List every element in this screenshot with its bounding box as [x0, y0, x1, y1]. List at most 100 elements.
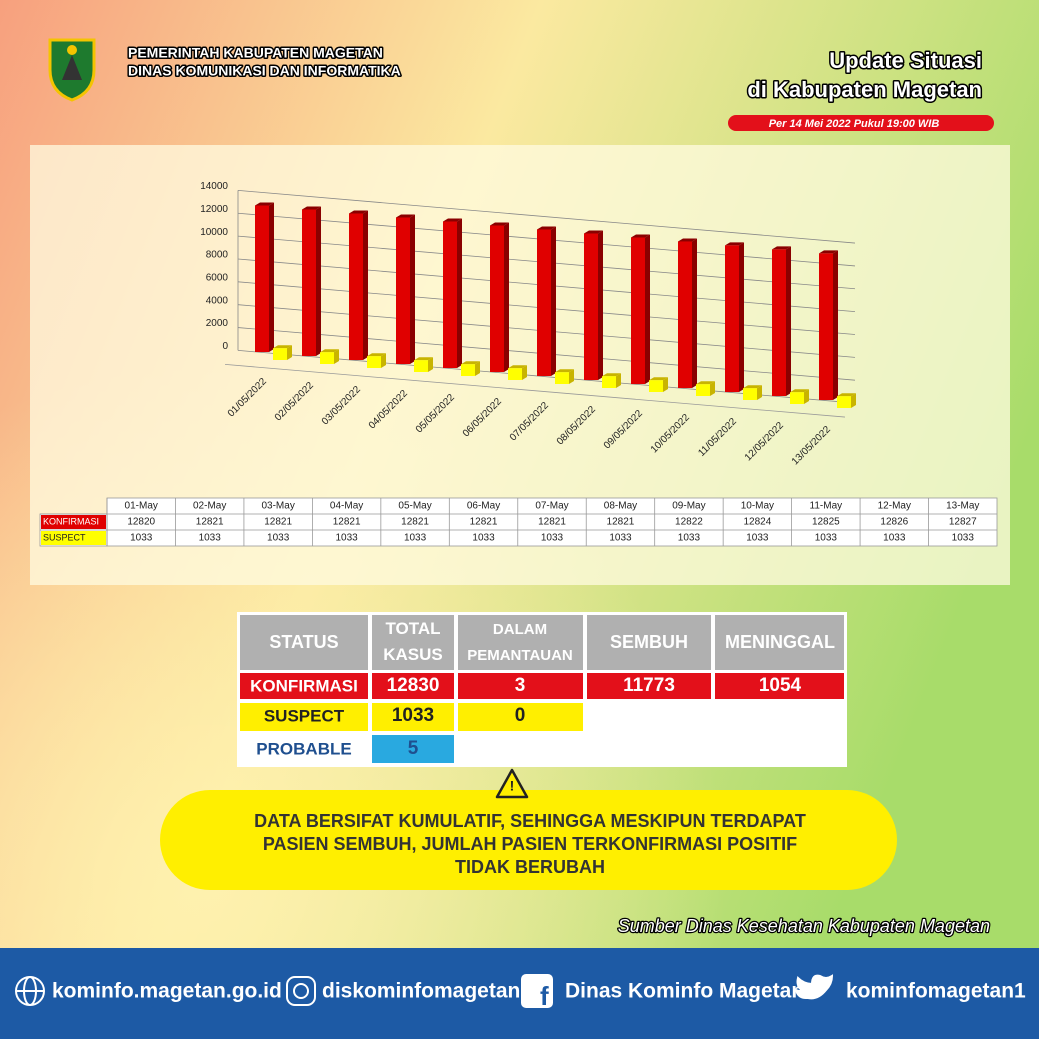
y-tick-label: 6000	[206, 272, 229, 283]
cell	[458, 673, 583, 699]
table-cell: 1033	[952, 533, 975, 544]
warning-text: DATA BERSIFAT KUMULATIF, SEHINGGA MESKIP…	[254, 811, 806, 831]
cell	[587, 673, 711, 699]
bar	[461, 364, 475, 376]
bar-group	[443, 218, 462, 368]
table-header: 02-May	[193, 501, 226, 512]
table-cell: 1033	[541, 533, 564, 544]
bar	[443, 221, 457, 368]
warning-icon	[495, 768, 529, 799]
cell-text: 5	[408, 738, 419, 759]
bar	[649, 380, 663, 392]
date: Per 14 Mei 2022 Pukul 19:00 WIB	[769, 118, 940, 130]
bar	[678, 241, 692, 388]
cell-text: 3	[515, 675, 526, 696]
bar-top	[837, 393, 856, 397]
cell	[240, 673, 368, 699]
table-cell: 12826	[880, 517, 908, 528]
table-cell: 1033	[883, 533, 906, 544]
cell	[240, 703, 368, 731]
bar	[508, 368, 522, 380]
y-tick-label: 8000	[206, 250, 229, 261]
bar-group	[772, 246, 791, 396]
cell-text: 1054	[759, 675, 802, 696]
date-pill	[728, 115, 994, 131]
bar	[537, 229, 551, 376]
header-cell	[715, 615, 844, 670]
table-cell: 12824	[743, 517, 771, 528]
bar-side	[334, 349, 339, 364]
row-label: SUSPECT	[43, 532, 86, 542]
axis-line	[224, 364, 846, 418]
table-cell: 12821	[607, 517, 635, 528]
table-header: 03-May	[261, 501, 294, 512]
header-text: KASUS	[383, 645, 443, 664]
bar-top	[555, 369, 574, 373]
header-text: STATUS	[269, 632, 338, 652]
table-cell: 1033	[404, 533, 427, 544]
bar	[273, 348, 287, 360]
bar-side	[363, 210, 368, 360]
bar-side	[710, 381, 715, 396]
header-text: PEMANTAUAN	[467, 647, 573, 664]
bar-top	[443, 218, 462, 222]
title: di Kabupaten Magetan	[747, 77, 982, 102]
bar-group	[678, 238, 697, 388]
warning-box	[160, 790, 897, 890]
bar	[255, 205, 269, 352]
table-cell: 12821	[538, 517, 566, 528]
cell	[372, 673, 454, 699]
bar-top	[461, 361, 480, 365]
table-cell: 1033	[267, 533, 290, 544]
table-cell: 12825	[812, 517, 840, 528]
header-cell	[458, 615, 583, 670]
legend-swatch	[41, 531, 106, 545]
cell	[372, 735, 454, 763]
warning-text: PASIEN SEMBUH, JUMLAH PASIEN TERKONFIRMA…	[263, 834, 797, 854]
bar-group	[367, 353, 386, 368]
warning-icon: !	[510, 778, 515, 794]
bar-top	[649, 377, 668, 381]
y-tick-label: 0	[222, 341, 228, 352]
table-cell: 1033	[130, 533, 153, 544]
bar-group	[631, 234, 650, 384]
y-tick-label: 14000	[200, 181, 228, 192]
cell	[240, 735, 368, 763]
cell-text: KONFIRMASI	[250, 676, 358, 695]
footer	[0, 948, 1039, 1039]
bar-side	[757, 385, 762, 400]
footer-link: Dinas Kominfo Magetan	[565, 980, 804, 1003]
table-cell: 1033	[609, 533, 632, 544]
bar	[725, 245, 739, 392]
bar	[602, 376, 616, 388]
bar	[555, 372, 569, 384]
bar-group	[819, 250, 838, 400]
table-cell: 1033	[335, 533, 358, 544]
y-tick-label: 12000	[200, 204, 228, 215]
cell-text: PROBABLE	[256, 739, 351, 758]
bar	[837, 396, 851, 408]
bar	[302, 209, 316, 356]
bar-group	[255, 202, 274, 352]
table-header: 04-May	[330, 501, 363, 512]
cell-text: 0	[515, 705, 526, 726]
y-tick-label: 10000	[200, 227, 228, 238]
footer-link: diskominfomagetan	[322, 980, 520, 1003]
data-table: 01-May 02-May 03-May 04-May 05-May 06-May 07-M…	[39, 497, 998, 547]
header-cell	[372, 615, 454, 670]
table-cell: 1033	[199, 533, 222, 544]
bar-group	[837, 393, 856, 408]
header-text: TOTAL KASUS	[383, 619, 443, 664]
table-cell: 12821	[470, 517, 498, 528]
bar-group	[273, 345, 292, 360]
bar	[396, 217, 410, 364]
bar-group	[537, 226, 556, 376]
bar-top	[743, 385, 762, 389]
bar-side	[598, 230, 603, 380]
cell-text: 1033	[392, 705, 434, 726]
header-text: DALAM	[493, 621, 547, 638]
bar	[490, 225, 504, 372]
bar-group	[790, 389, 809, 404]
footer-icons	[15, 974, 834, 1008]
table-bg	[106, 497, 998, 547]
